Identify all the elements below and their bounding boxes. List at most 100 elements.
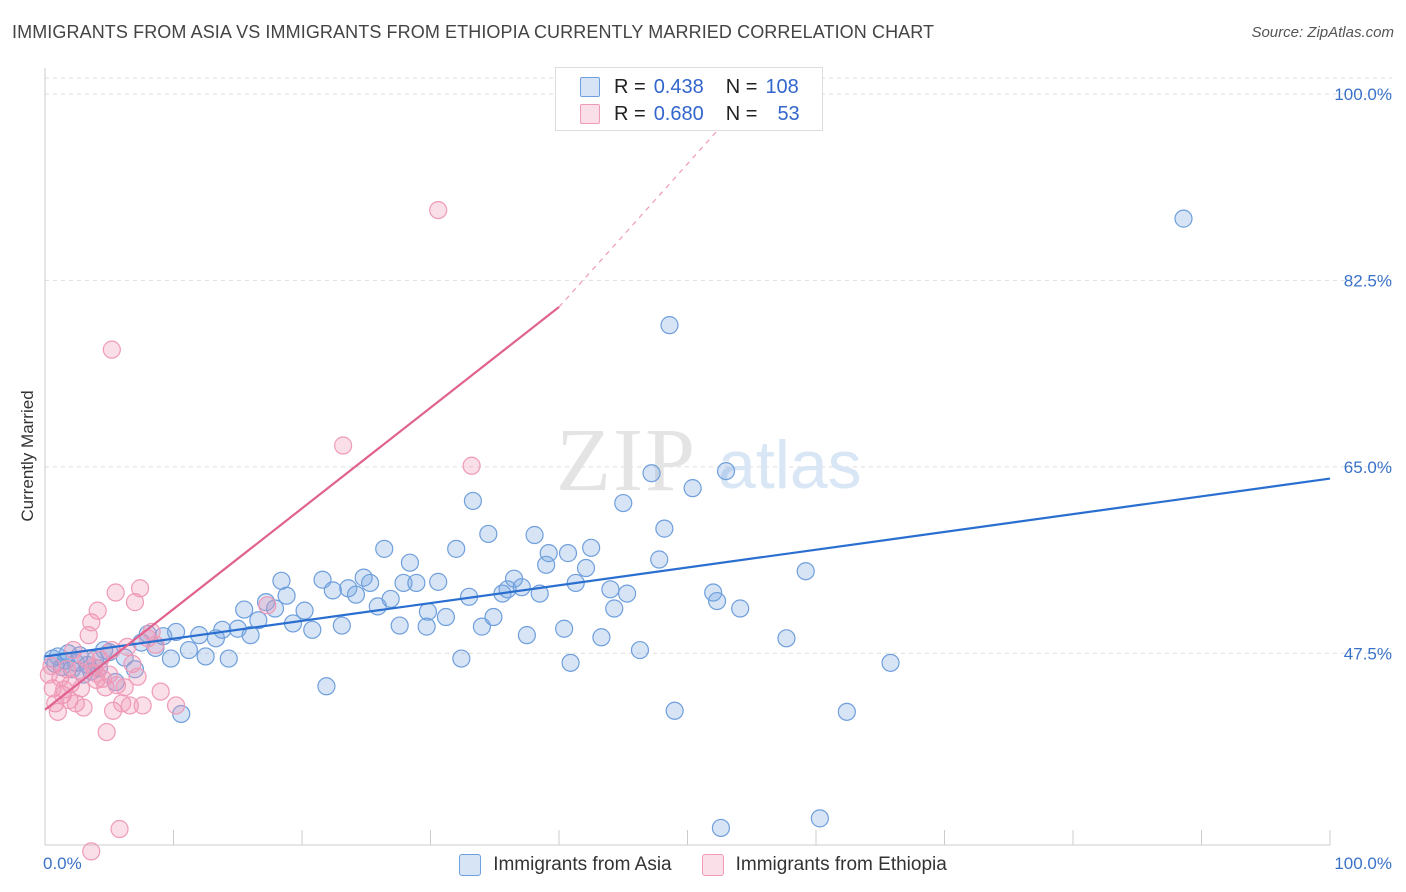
data-point-asia xyxy=(655,519,674,538)
data-point-asia xyxy=(605,599,624,618)
data-point-asia xyxy=(558,544,578,563)
data-point-ethiopia xyxy=(151,682,170,701)
data-point-asia xyxy=(161,649,181,668)
data-point-ethiopia xyxy=(97,722,116,742)
data-point-asia xyxy=(777,629,796,648)
series-legend: Immigrants from Asia Immigrants from Eth… xyxy=(0,851,1406,879)
watermark-atlas: atlas xyxy=(718,427,862,503)
y-tick-label: 65.0% xyxy=(1344,458,1392,477)
data-point-asia xyxy=(650,550,669,569)
data-point-asia xyxy=(1174,209,1193,228)
series-asia-points xyxy=(43,209,1193,838)
data-point-asia xyxy=(479,524,498,544)
tick-labels: 47.5% 65.0% 82.5% 100.0% 0.0% 100.0% xyxy=(43,85,1392,873)
x-tick-label: 100.0% xyxy=(1334,854,1392,873)
data-point-ethiopia xyxy=(130,579,150,598)
data-point-ethiopia xyxy=(64,640,83,660)
data-point-ethiopia xyxy=(429,200,448,220)
legend-r-label: R = xyxy=(614,102,646,125)
data-point-asia xyxy=(683,479,702,498)
data-point-asia xyxy=(539,544,558,563)
data-point-asia xyxy=(881,653,900,672)
data-point-asia xyxy=(582,538,601,557)
trendline-asia xyxy=(44,477,1331,658)
data-point-asia xyxy=(179,640,199,660)
data-point-asia xyxy=(576,558,596,578)
data-point-ethiopia xyxy=(128,667,147,686)
data-point-asia xyxy=(303,620,322,639)
watermark-zip: ZIP xyxy=(556,411,697,510)
data-point-ethiopia xyxy=(462,456,481,475)
data-point-asia xyxy=(484,607,503,627)
legend-label-ethiopia: Immigrants from Ethiopia xyxy=(735,854,947,875)
data-point-asia xyxy=(555,619,574,638)
data-point-asia xyxy=(796,562,815,581)
data-point-asia xyxy=(711,818,731,838)
data-point-asia xyxy=(716,461,736,481)
data-point-asia xyxy=(394,573,413,593)
data-point-asia xyxy=(601,580,620,599)
data-point-asia xyxy=(704,583,723,602)
legend-n-value: 53 xyxy=(777,102,800,125)
data-point-ethiopia xyxy=(74,698,93,717)
data-point-asia xyxy=(452,649,471,668)
data-point-asia xyxy=(630,640,650,660)
data-point-ethiopia xyxy=(115,678,134,697)
y-tick-label: 47.5% xyxy=(1344,644,1392,663)
x-tick-label: 0.0% xyxy=(43,854,82,873)
data-point-asia xyxy=(361,573,380,593)
data-point-asia xyxy=(537,555,556,574)
legend-row-asia: R = 0.438 N = 108 xyxy=(580,75,799,99)
legend-item-ethiopia[interactable]: Immigrants from Ethiopia xyxy=(701,854,947,876)
legend-swatch-asia xyxy=(580,77,600,97)
source-label: Source: ZipAtlas.com xyxy=(1251,24,1394,41)
data-point-ethiopia xyxy=(106,583,125,602)
legend-n-label: N = xyxy=(725,75,758,98)
data-point-asia xyxy=(463,491,483,511)
correlation-legend: R = 0.438 N = 108 R = 0.680 N = 53 xyxy=(555,67,823,131)
watermark: ZIP atlas xyxy=(556,411,862,510)
data-point-asia xyxy=(241,626,260,645)
trendline-ethiopia xyxy=(44,306,560,711)
data-point-asia xyxy=(295,601,314,620)
data-point-asia xyxy=(592,628,611,647)
data-point-asia xyxy=(418,602,438,621)
data-point-asia xyxy=(375,539,394,558)
legend-swatch-ethiopia xyxy=(701,854,724,876)
legend-r-value: 0.438 xyxy=(653,75,704,98)
data-point-asia xyxy=(219,649,238,668)
data-point-asia xyxy=(561,653,580,672)
data-point-asia xyxy=(660,316,679,335)
data-point-ethiopia xyxy=(258,596,277,615)
y-axis-label: Currently Married xyxy=(18,390,37,521)
data-point-ethiopia xyxy=(82,613,101,632)
data-point-asia xyxy=(381,589,400,609)
data-point-asia xyxy=(235,600,254,619)
data-point-asia xyxy=(642,464,661,483)
data-point-ethiopia xyxy=(120,696,139,715)
legend-n-value: 108 xyxy=(765,75,799,98)
data-point-asia xyxy=(249,611,268,630)
data-point-asia xyxy=(614,493,633,513)
data-point-asia xyxy=(172,704,191,724)
legend-swatch-ethiopia xyxy=(580,104,600,124)
data-point-asia xyxy=(837,702,856,721)
legend-item-asia[interactable]: Immigrants from Asia xyxy=(459,854,672,876)
series-ethiopia-points xyxy=(39,200,481,861)
data-point-ethiopia xyxy=(334,436,353,455)
data-point-asia xyxy=(407,573,426,593)
data-point-asia xyxy=(525,525,544,545)
data-point-ethiopia xyxy=(88,601,107,620)
data-point-ethiopia xyxy=(146,635,165,654)
data-point-asia xyxy=(417,617,436,636)
data-point-asia xyxy=(323,581,342,600)
data-point-asia xyxy=(731,599,750,618)
legend-row-ethiopia: R = 0.680 N = 53 xyxy=(580,102,800,126)
data-point-asia xyxy=(332,616,351,635)
data-point-asia xyxy=(400,553,420,572)
data-point-asia xyxy=(166,622,186,642)
data-point-asia xyxy=(512,578,531,597)
legend-r-label: R = xyxy=(614,75,646,98)
legend-r-value: 0.680 xyxy=(653,102,704,125)
